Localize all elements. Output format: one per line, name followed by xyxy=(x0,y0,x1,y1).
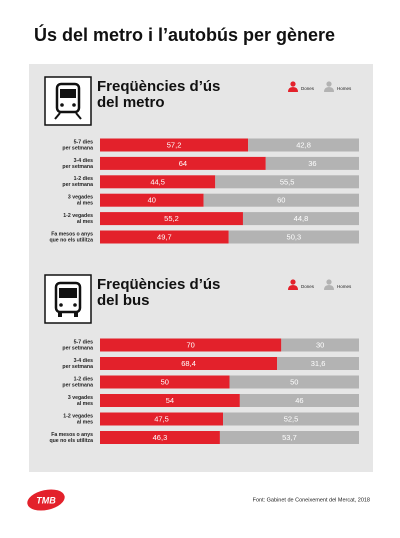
value-label: 55,2 xyxy=(164,214,179,223)
legend-icon xyxy=(324,285,334,290)
logo: TMB xyxy=(27,489,65,511)
category-label: al mes xyxy=(77,419,93,425)
legend-icon xyxy=(326,81,332,87)
bar-segment xyxy=(248,138,359,152)
bar-segment xyxy=(100,212,243,226)
value-label: 49,7 xyxy=(157,232,172,241)
bar-segment xyxy=(228,230,359,244)
bar-segment xyxy=(100,412,224,426)
bar-segment xyxy=(100,230,229,244)
logo-text: TMB xyxy=(36,495,56,505)
value-label: 44,5 xyxy=(150,177,165,186)
value-label: 57,2 xyxy=(167,140,182,149)
bar-segment xyxy=(100,138,249,152)
category-label: per setmana xyxy=(62,382,93,388)
category-label: per setmana xyxy=(62,345,93,351)
bar-segment xyxy=(100,431,220,444)
value-label: 52,5 xyxy=(284,414,299,423)
category-label: 3 vegades xyxy=(68,395,93,401)
category-label: 3-4 dies xyxy=(74,358,93,364)
value-label: 64 xyxy=(179,159,187,168)
value-label: 47,5 xyxy=(154,414,169,423)
bar-segment xyxy=(265,156,359,170)
category-label: al mes xyxy=(77,219,93,225)
metro-icon xyxy=(44,76,92,126)
legend-icon xyxy=(324,87,334,92)
bar-segment xyxy=(277,357,359,370)
value-label: 50,3 xyxy=(287,232,302,241)
bar-segment xyxy=(100,193,204,207)
category-label: per setmana xyxy=(62,364,93,370)
legend-icon xyxy=(326,279,332,285)
category-label: Fa mesos o anys xyxy=(51,432,93,438)
chart-title: del bus xyxy=(97,292,150,309)
bar-segment xyxy=(203,193,359,207)
category-label: que no els utilitza xyxy=(49,237,93,243)
bar-segment xyxy=(215,175,359,189)
bar-segment xyxy=(229,375,359,389)
bar-segment xyxy=(281,338,359,352)
value-label: 55,5 xyxy=(280,177,295,186)
category-label: 5-7 dies xyxy=(74,139,93,145)
value-label: 50 xyxy=(290,377,298,386)
category-label: al mes xyxy=(77,201,93,207)
legend-icon xyxy=(288,285,298,290)
source: Font: Gabinet de Coneixement del Mercat,… xyxy=(253,497,370,503)
bar-segment xyxy=(239,394,359,407)
category-label: 1-2 vegades xyxy=(63,213,93,219)
value-label: 42,8 xyxy=(296,140,311,149)
bar-segment xyxy=(100,375,230,389)
bar-segment xyxy=(219,431,359,444)
bar-segment xyxy=(100,156,266,170)
legend-label: Dones xyxy=(301,86,315,91)
category-label: per setmana xyxy=(62,182,93,188)
chart-title: Freqüències d’ús xyxy=(97,78,220,95)
value-label: 60 xyxy=(277,196,285,205)
legend-label: Homes xyxy=(337,284,352,289)
value-label: 46 xyxy=(295,396,303,405)
category-label: per setmana xyxy=(62,164,93,170)
legend-icon xyxy=(288,87,298,92)
legend-icon xyxy=(290,279,296,285)
bus-icon xyxy=(44,274,92,324)
bar-segment xyxy=(242,212,359,226)
legend-label: Dones xyxy=(301,284,315,289)
category-label: 1-2 dies xyxy=(74,376,93,382)
page-title: Ús del metro i l’autobús per gènere xyxy=(34,24,335,45)
category-label: 5-7 dies xyxy=(74,339,93,345)
category-label: 3 vegades xyxy=(68,195,93,201)
value-label: 70 xyxy=(186,340,194,349)
value-label: 46,3 xyxy=(153,433,168,442)
value-label: 30 xyxy=(316,340,324,349)
chart-title: Freqüències d’ús xyxy=(97,276,220,293)
legend-label: Homes xyxy=(337,86,352,91)
category-label: que no els utilitza xyxy=(49,438,93,444)
value-label: 31,6 xyxy=(311,359,326,368)
chart-title: del metro xyxy=(97,94,165,111)
value-label: 68,4 xyxy=(181,359,196,368)
category-label: 3-4 dies xyxy=(74,158,93,164)
bar-segment xyxy=(100,357,278,370)
bar-segment xyxy=(100,175,216,189)
bar-segment xyxy=(100,394,240,407)
value-label: 36 xyxy=(308,159,316,168)
bar-segment xyxy=(100,338,282,352)
category-label: al mes xyxy=(77,401,93,407)
category-label: 1-2 dies xyxy=(74,176,93,182)
value-label: 44,8 xyxy=(294,214,309,223)
value-label: 54 xyxy=(166,396,174,405)
category-label: per setmana xyxy=(62,145,93,151)
value-label: 50 xyxy=(161,377,169,386)
value-label: 40 xyxy=(148,196,156,205)
bar-segment xyxy=(223,412,359,426)
value-label: 53,7 xyxy=(282,433,297,442)
category-label: Fa mesos o anys xyxy=(51,231,93,237)
legend-icon xyxy=(290,81,296,87)
category-label: 1-2 vegades xyxy=(63,413,93,419)
